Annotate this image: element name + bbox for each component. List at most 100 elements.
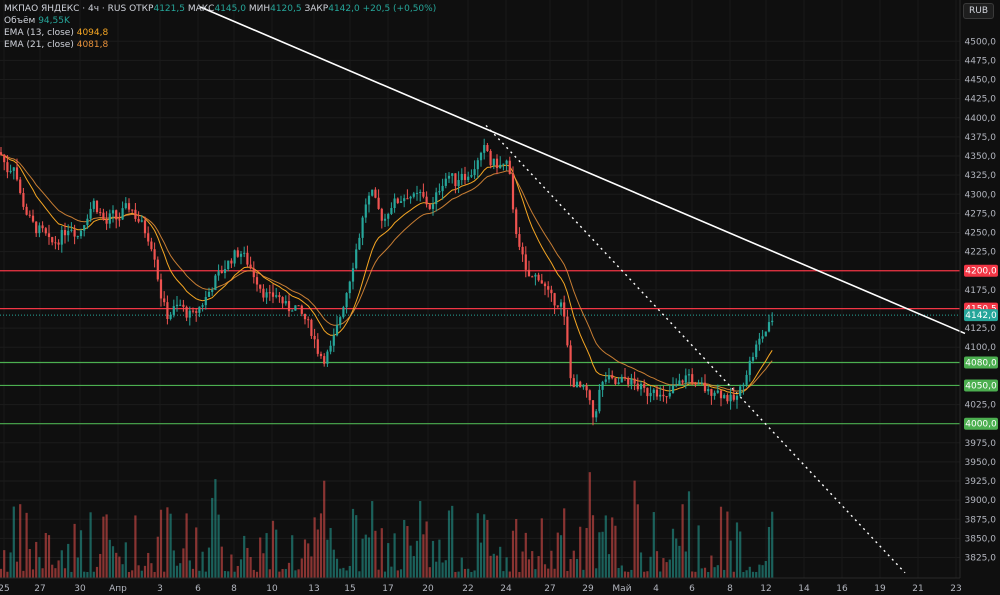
volume-bar (159, 509, 163, 578)
time-axis[interactable]: 25 27 30 Апр 3 6 8 10 13 15 17 20 22 24 27 29 Май 4 6 8 12 14… (0, 577, 962, 594)
candle-body (636, 383, 639, 390)
volume-bar (15, 561, 19, 578)
candle-body (265, 292, 268, 298)
volume-bar (486, 519, 489, 578)
currency-badge[interactable]: RUB (962, 3, 994, 19)
volume-bar (188, 560, 191, 578)
volume-bar (588, 472, 591, 578)
candle-body (150, 241, 153, 250)
volume-bar (223, 571, 227, 578)
candle-body (553, 293, 556, 306)
volume-bar (556, 532, 559, 578)
candle-body (694, 382, 697, 385)
level-tag: 4050,0 (964, 379, 998, 392)
volume-bar (633, 480, 636, 578)
candle-body (345, 293, 348, 308)
volume-bar (716, 565, 719, 578)
volume-bar (41, 568, 44, 578)
price-tick-label: 4100,0 (965, 343, 997, 353)
legend-ema13-row[interactable]: EMA (13, close) 4094,8 (4, 27, 436, 39)
candle-body (364, 204, 367, 218)
volume-bar (236, 565, 239, 578)
volume-bar (598, 532, 601, 578)
volume-bar (230, 554, 233, 578)
volume-bar (54, 568, 57, 578)
candle-body (723, 395, 726, 399)
candle-body (217, 271, 220, 276)
price-tick-label: 3850,0 (965, 534, 997, 544)
candle-body (131, 209, 134, 211)
price-axis[interactable]: 4500,0 4475,0 4450,0 4425,0 4400,0 4375,0 4350… (959, 0, 997, 578)
volume-bar (479, 542, 483, 578)
volume-bar (585, 528, 588, 578)
level-tag-bg (964, 264, 998, 277)
volume-bar (195, 527, 198, 578)
volume-bar (454, 571, 457, 578)
candle-body (54, 242, 57, 244)
volume-bars (0, 472, 774, 578)
candle-body (163, 298, 166, 303)
candle-body (41, 225, 44, 229)
candle-body (182, 304, 185, 307)
volume-bar (668, 559, 671, 578)
candle-body (591, 400, 595, 418)
volume-bar (294, 570, 297, 578)
candle-body (316, 339, 319, 354)
candle-body (495, 158, 499, 169)
candle-body (415, 192, 419, 194)
legend-volume-row[interactable]: Объём 94,55K (4, 15, 436, 27)
horizontal-levels[interactable] (0, 270, 960, 425)
volume-bar (6, 571, 9, 578)
candle-body (19, 179, 22, 193)
candle-body (115, 210, 118, 220)
volume-bar (703, 567, 707, 578)
candle-body (268, 292, 271, 294)
volume-bar (51, 564, 54, 578)
candle-body (89, 208, 92, 219)
volume-bar (511, 530, 515, 578)
trendlines[interactable] (199, 6, 966, 574)
volume-bar (415, 540, 419, 578)
candle-body (188, 310, 191, 318)
candle-body (191, 310, 195, 312)
candle-body (719, 390, 723, 399)
volume-bar (543, 564, 547, 578)
candle-body (662, 394, 665, 397)
high-label: МАКС (187, 4, 215, 14)
candle-body (243, 252, 246, 254)
volume-bar (63, 568, 67, 578)
price-tick-label: 4125,0 (965, 324, 997, 334)
volume-bar (534, 569, 537, 578)
ema21-value: 4081,8 (76, 40, 109, 50)
candle-body (204, 296, 207, 306)
candle-body (25, 206, 28, 215)
volume-bar (22, 570, 25, 578)
candle-body (127, 203, 131, 210)
time-tick-label: 21 (912, 584, 923, 594)
volume-bar (460, 557, 463, 578)
volume-bar (47, 535, 51, 578)
open-label: ОТКР (129, 4, 154, 14)
candle-body (697, 383, 700, 385)
candle-body (156, 259, 159, 280)
candle-body (559, 302, 563, 307)
candle-body (665, 396, 668, 398)
candle-body (393, 198, 396, 209)
volume-bar (9, 552, 12, 578)
volume-bar (300, 558, 303, 578)
volume-bar (431, 540, 435, 578)
volume-bar (3, 550, 6, 578)
candle-body (675, 385, 678, 387)
candle-body (531, 276, 534, 278)
volume-bar (742, 572, 745, 578)
symbol-title[interactable]: МКПАО ЯНДЕКС · 4ч · RUS (4, 4, 127, 14)
candle-body (457, 180, 460, 187)
candle-body (361, 217, 364, 238)
candle-body (751, 356, 755, 361)
price-tick-label: 3825,0 (965, 554, 997, 564)
legend-ema21-row[interactable]: EMA (21, close) 4081,8 (4, 39, 436, 51)
volume-bar (118, 556, 121, 578)
candle-body (630, 378, 633, 385)
